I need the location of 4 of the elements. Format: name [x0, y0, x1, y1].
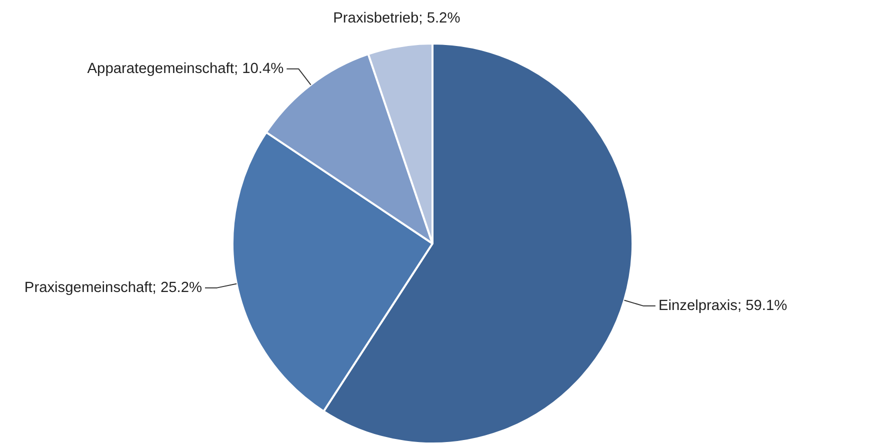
slice-label: Einzelpraxis; 59.1%	[658, 298, 788, 314]
slice-label: Praxisbetrieb; 5.2%	[333, 10, 460, 26]
slice-label: Apparategemeinschaft; 10.4%	[87, 60, 284, 77]
slice-label: Praxisgemeinschaft; 25.2%	[24, 280, 202, 296]
